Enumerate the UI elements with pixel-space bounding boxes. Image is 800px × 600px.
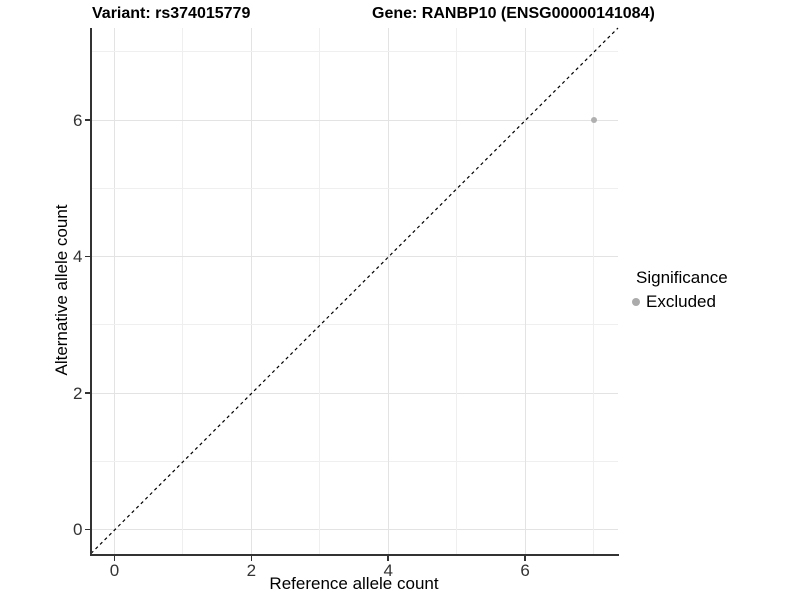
y-tick-label-6: 6 xyxy=(73,110,83,130)
y-tick-4 xyxy=(84,255,90,258)
gridline-x-3 xyxy=(319,28,321,554)
x-tick-4 xyxy=(387,555,389,561)
plot-title-gene: Gene: RANBP10 (ENSG00000141084) xyxy=(372,5,655,22)
legend-title: Significance xyxy=(636,268,728,287)
gridline-y-4 xyxy=(90,256,618,258)
x-tick-label-0: 0 xyxy=(109,560,120,580)
gridline-y-2 xyxy=(90,392,618,394)
gridline-y-0 xyxy=(90,529,618,531)
x-axis-title: Reference allele count xyxy=(269,574,439,593)
excluded-point-icon xyxy=(632,298,640,306)
gridline-x-4 xyxy=(387,28,389,554)
gridline-x-1 xyxy=(182,28,184,554)
y-tick-0 xyxy=(84,528,90,531)
x-tick-label-2: 2 xyxy=(246,560,257,580)
x-tick-6 xyxy=(524,555,526,561)
y-tick-2 xyxy=(84,392,90,394)
y-axis-title: Alternative allele count xyxy=(52,204,71,376)
gridline-y-7 xyxy=(90,51,618,53)
gridline-y-6 xyxy=(90,119,618,121)
x-tick-label-4: 4 xyxy=(383,560,393,580)
y-tick-label-0: 0 xyxy=(73,520,83,540)
y-tick-6 xyxy=(84,119,90,121)
gridline-x-0 xyxy=(113,28,115,554)
plot-panel xyxy=(90,27,618,554)
gridline-y-5 xyxy=(90,187,618,189)
gridline-x-7 xyxy=(593,28,595,554)
gridline-y-1 xyxy=(90,460,618,462)
gridline-x-2 xyxy=(250,28,252,554)
x-tick-label-6: 6 xyxy=(520,560,530,580)
x-axis-line xyxy=(89,553,619,556)
data-point-excluded xyxy=(590,117,597,124)
gridline-x-6 xyxy=(524,28,526,554)
y-axis-line xyxy=(89,28,92,556)
legend: Significance Excluded xyxy=(630,268,728,312)
x-tick-0 xyxy=(113,555,116,561)
y-tick-label-2: 2 xyxy=(73,383,83,403)
identity-dashed-line xyxy=(90,27,618,554)
gridline-y-3 xyxy=(90,324,618,326)
y-tick-label-4: 4 xyxy=(73,247,83,267)
x-tick-2 xyxy=(250,555,253,561)
gridline-x-5 xyxy=(456,28,458,554)
legend-item-label: Excluded xyxy=(646,292,716,311)
plot-title-variant: Variant: rs374015779 xyxy=(92,5,251,22)
legend-item-excluded: Excluded xyxy=(632,292,728,312)
